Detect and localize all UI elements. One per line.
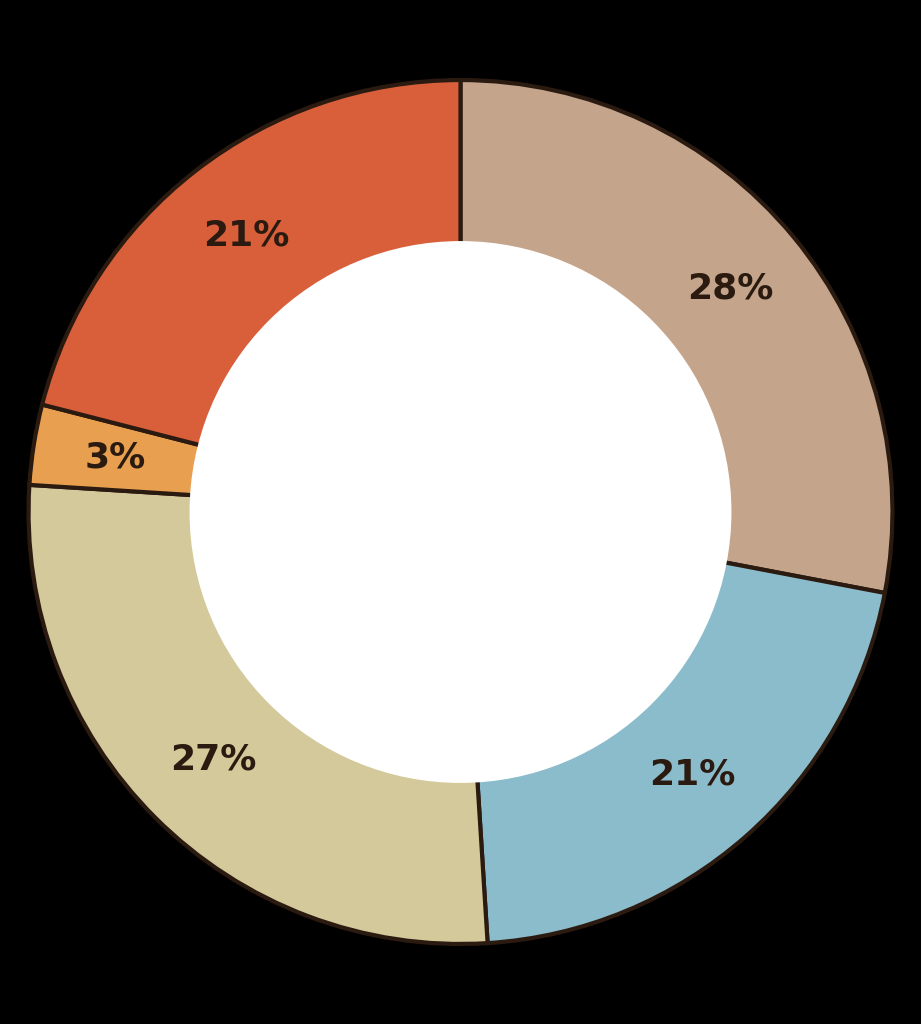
Wedge shape: [477, 562, 885, 943]
Text: 21%: 21%: [203, 218, 289, 253]
Wedge shape: [29, 485, 487, 944]
Wedge shape: [29, 404, 201, 496]
Text: 28%: 28%: [687, 272, 774, 306]
Text: 21%: 21%: [648, 758, 735, 792]
Circle shape: [192, 244, 729, 780]
Wedge shape: [460, 80, 892, 593]
Wedge shape: [42, 80, 460, 445]
Text: 3%: 3%: [85, 440, 146, 474]
Text: 27%: 27%: [169, 742, 256, 776]
